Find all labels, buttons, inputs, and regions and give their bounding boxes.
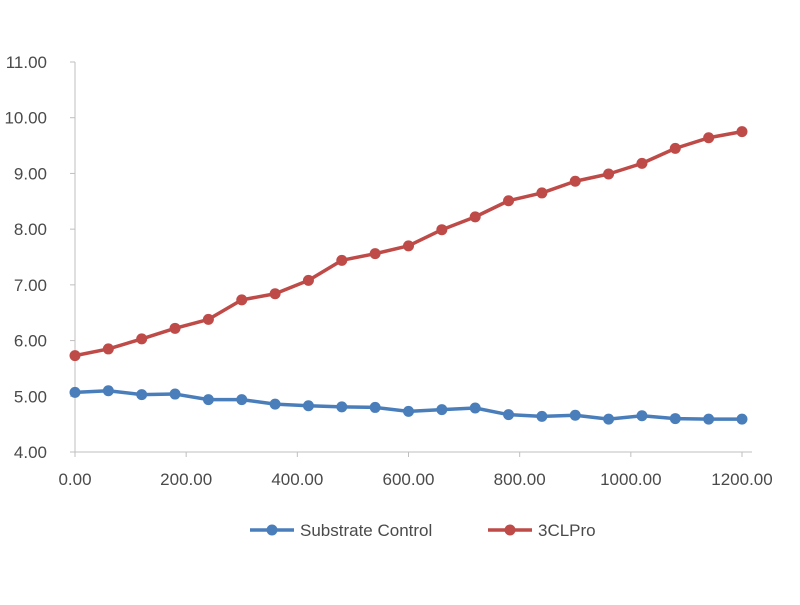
- data-point: [336, 254, 348, 266]
- x-tick-label: 1000.00: [600, 470, 661, 489]
- y-tick-label: 9.00: [14, 164, 47, 183]
- data-point: [569, 409, 581, 421]
- data-point: [603, 413, 615, 425]
- legend-swatch-marker: [504, 524, 516, 536]
- x-tick-label: 400.00: [271, 470, 323, 489]
- data-point: [403, 240, 414, 252]
- data-point: [569, 175, 581, 187]
- data-point: [736, 413, 748, 425]
- data-point: [369, 248, 381, 260]
- data-point: [669, 142, 681, 154]
- data-point: [169, 322, 181, 334]
- legend-swatch-marker: [266, 524, 278, 536]
- y-tick-label: 10.00: [4, 109, 47, 128]
- data-point: [636, 410, 648, 422]
- data-point: [369, 401, 381, 413]
- data-point: [136, 389, 148, 401]
- data-point: [736, 126, 748, 138]
- data-point: [703, 413, 715, 425]
- legend-label: 3CLPro: [538, 521, 596, 540]
- y-tick-label: 8.00: [14, 220, 47, 239]
- legend-item: 3CLPro: [488, 521, 596, 540]
- data-point: [603, 168, 615, 180]
- data-point: [536, 410, 548, 422]
- y-tick-label: 6.00: [14, 332, 47, 351]
- data-point: [136, 333, 148, 345]
- data-point: [403, 405, 414, 417]
- data-point: [102, 343, 114, 355]
- data-point: [669, 413, 681, 425]
- data-point: [503, 195, 515, 207]
- data-point: [202, 313, 214, 325]
- series-layer: [69, 126, 748, 425]
- data-point: [202, 394, 214, 406]
- data-point: [336, 401, 348, 413]
- x-tick-label: 0.00: [58, 470, 91, 489]
- x-tick-label: 200.00: [160, 470, 212, 489]
- data-point: [269, 398, 281, 410]
- data-point: [269, 288, 281, 300]
- data-point: [469, 211, 481, 223]
- chart-legend: Substrate Control 3CLPro: [250, 521, 596, 540]
- series-3clpro: [69, 126, 748, 362]
- legend-label: Substrate Control: [300, 521, 432, 540]
- data-point: [636, 157, 648, 169]
- y-tick-label: 4.00: [14, 443, 47, 462]
- data-point: [536, 187, 548, 199]
- x-axis-ticks: 0.00 200.00 400.00 600.00 800.00 1000.00 1200.…: [58, 452, 773, 489]
- x-tick-label: 1200.00: [711, 470, 772, 489]
- data-point: [503, 409, 515, 421]
- data-point: [703, 132, 715, 144]
- data-point: [169, 388, 181, 400]
- data-point: [236, 394, 248, 406]
- data-point: [69, 386, 81, 398]
- x-tick-label: 800.00: [494, 470, 546, 489]
- data-point: [236, 294, 248, 306]
- data-point: [102, 385, 114, 397]
- x-tick-label: 600.00: [383, 470, 435, 489]
- y-tick-label: 7.00: [14, 276, 47, 295]
- data-point: [436, 404, 448, 416]
- series-substrate-control: [69, 385, 748, 425]
- y-tick-label: 11.00: [6, 53, 47, 72]
- y-axis-ticks: 4.00 5.00 6.00 7.00 8.00 9.00 10.00 11.00: [4, 53, 75, 462]
- y-tick-label: 5.00: [14, 387, 47, 406]
- data-point: [436, 224, 448, 236]
- data-point: [69, 350, 81, 362]
- data-point: [469, 402, 481, 414]
- legend-item: Substrate Control: [250, 521, 432, 540]
- data-point: [302, 274, 314, 286]
- data-point: [302, 400, 314, 412]
